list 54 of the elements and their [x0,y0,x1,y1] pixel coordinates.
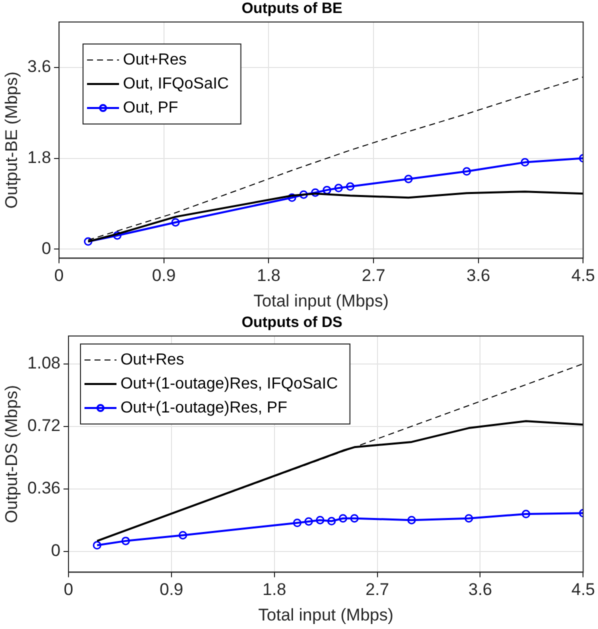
point [316,516,324,524]
point [304,517,313,526]
point [407,516,416,524]
point [171,218,180,227]
x-tick-label: 4.5 [571,266,596,286]
point [350,514,359,523]
x-tick-label: 3.6 [468,580,492,600]
point [327,516,336,526]
point [462,167,471,176]
point [522,510,530,518]
x-tick-label: 1.8 [256,266,281,286]
x-tick-label: 0 [64,580,74,600]
point [346,182,354,191]
point [338,514,348,523]
x-axis-title: Total input (Mbps) [254,291,389,310]
y-tick-label: 3.6 [27,57,52,76]
chart-title: Outputs of DS [242,314,342,332]
y-tick-label: 0.36 [27,478,60,498]
y-tick-label: 1.08 [27,353,60,372]
x-tick-label: 4.5 [571,580,596,600]
x-axis-title: Total input (Mbps) [258,605,394,624]
x-tick-label: 1.8 [262,580,286,600]
point [178,530,188,540]
point [113,231,122,240]
y-tick-label: 0 [51,541,60,560]
x-tick-label: 3.6 [466,266,490,286]
legend-label: Out+Res [123,51,187,68]
point [322,186,332,194]
point [404,174,413,184]
legend-label: Out+(1-outage)Res, IFQoSaIC [120,375,338,392]
y-tick-label: 1.8 [27,148,52,167]
point [292,518,302,528]
point [464,514,474,523]
y-axis-title: Output-DS (Mbps) [2,385,21,524]
point [311,188,320,197]
y-tick-label: 0.72 [27,416,60,435]
x-tick-label: 0.9 [152,266,176,286]
legend-label: Out, IFQoSaIC [123,75,229,92]
point [121,536,130,546]
x-tick-label: 2.7 [362,266,386,286]
point [520,158,530,167]
point [299,190,308,199]
point [334,184,343,192]
legend-label: Out, PF [123,99,178,116]
legend-label: Out+(1-outage)Res, PF [120,399,288,416]
point [288,193,296,202]
chart-title: Outputs of BE [242,0,342,18]
x-tick-label: 2.7 [365,580,390,600]
legend-label: Out+Res [120,351,184,368]
point [84,237,92,246]
y-axis-title: Output-BE (Mbps) [2,72,21,209]
y-tick-label: 0 [42,238,52,258]
x-tick-label: 0.9 [160,580,184,600]
point [92,541,102,550]
